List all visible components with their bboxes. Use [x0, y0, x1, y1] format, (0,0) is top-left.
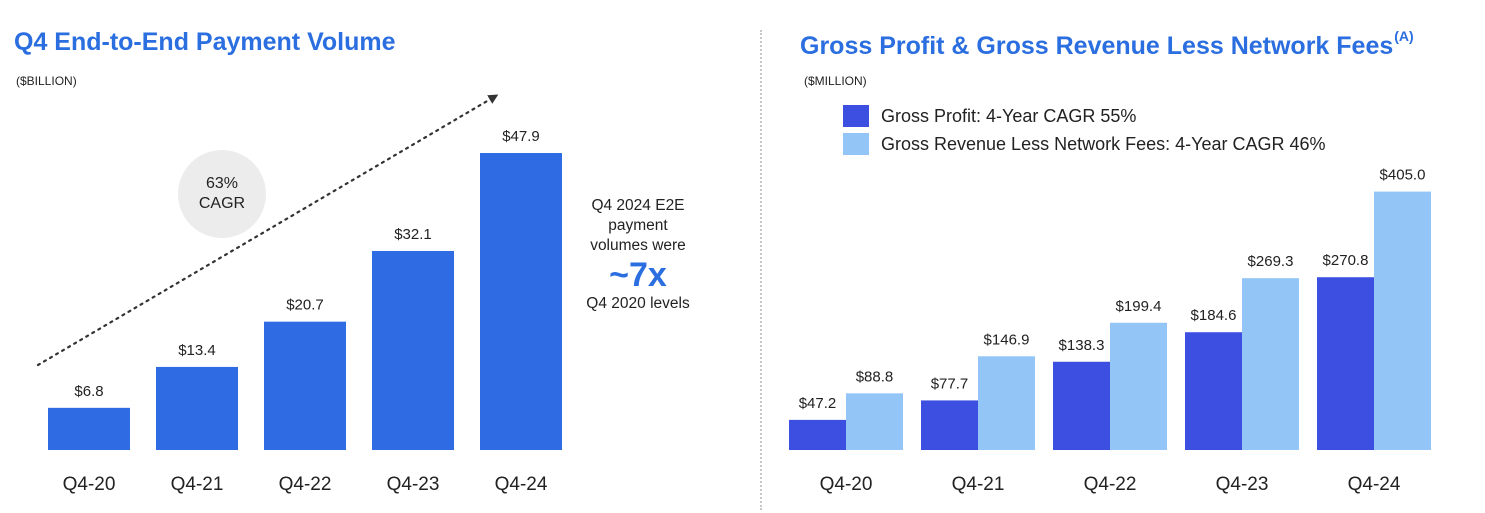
x-tick-label: Q4-24 [495, 474, 548, 495]
x-tick-label: Q4-21 [171, 474, 224, 495]
left-chart-unit: ($BILLION) [16, 74, 77, 88]
bar-q4-22 [264, 321, 346, 450]
bar-value-label: $270.8 [1323, 252, 1369, 269]
x-tick-label: Q4-22 [279, 474, 332, 495]
bar-value-label: $138.3 [1059, 337, 1105, 354]
bar-q4-23-series-1 [1185, 332, 1242, 450]
bar-value-label: $47.2 [799, 395, 837, 412]
bar-q4-22-series-1 [1053, 361, 1110, 450]
callout-line-2: payment [608, 217, 668, 234]
legend-item-gross-profit: Gross Profit: 4-Year CAGR 55% [843, 102, 1326, 130]
bar-value-label: $77.7 [931, 375, 969, 392]
x-tick-label: Q4-23 [1216, 474, 1269, 495]
bar-q4-22-series-2 [1110, 322, 1167, 450]
bar-value-label: $88.8 [856, 368, 894, 385]
x-tick-label: Q4-21 [952, 474, 1005, 495]
right-chart-bars: $47.2 $88.8 Q4-20 $77.7 $146.9 Q4-21 $138.3 $19… [789, 167, 1431, 495]
callout-line-1: Q4 2024 E2E [591, 197, 685, 214]
bar-value-label: $32.1 [394, 226, 432, 243]
callout-line-3: volumes were [590, 237, 686, 254]
cagr-badge: 63% CAGR [178, 150, 266, 238]
legend-swatch-gross-revenue [843, 133, 869, 155]
callout-line-4: Q4 2020 levels [586, 295, 690, 312]
x-tick-label: Q4-24 [1348, 474, 1401, 495]
bar-value-label: $269.3 [1248, 253, 1294, 270]
right-chart-title-text: Gross Profit & Gross Revenue Less Networ… [800, 32, 1394, 60]
bar-value-label: $146.9 [984, 331, 1030, 348]
bar-q4-21-series-2 [978, 356, 1035, 450]
title-footnote-marker: (A) [1394, 28, 1414, 44]
bar-q4-24-series-2 [1374, 191, 1431, 451]
bar-q4-20-series-1 [789, 419, 846, 450]
bar-q4-20-series-2 [846, 393, 903, 450]
bar-value-label: $47.9 [502, 128, 540, 145]
x-tick-label: Q4-22 [1084, 474, 1137, 495]
panel-divider [760, 30, 762, 510]
cagr-label: CAGR [198, 195, 246, 212]
legend-swatch-gross-profit [843, 105, 869, 127]
cagr-value: 63% [205, 175, 239, 192]
x-tick-label: Q4-20 [820, 474, 873, 495]
bar-value-label: $6.8 [74, 383, 103, 400]
legend-label-gross-profit: Gross Profit: 4-Year CAGR 55% [881, 105, 1137, 126]
volume-callout: Q4 2024 E2E payment volumes were ~7x Q4 … [578, 196, 698, 314]
bar-q4-23-series-2 [1242, 278, 1299, 450]
bar-q4-23 [372, 250, 454, 450]
right-chart-unit: ($MILLION) [804, 74, 867, 88]
bar-q4-24-series-1 [1317, 277, 1374, 450]
bar-value-label: $184.6 [1191, 307, 1237, 324]
bar-value-label: $405.0 [1380, 167, 1426, 184]
legend-item-gross-revenue: Gross Revenue Less Network Fees: 4-Year … [843, 130, 1326, 158]
x-tick-label: Q4-23 [387, 474, 440, 495]
x-tick-label: Q4-20 [63, 474, 116, 495]
bar-value-label: $20.7 [286, 297, 324, 314]
bar-q4-21-series-1 [921, 400, 978, 450]
bar-q4-21 [156, 366, 238, 450]
bar-q4-24 [480, 153, 562, 450]
callout-multiplier: ~7x [609, 256, 667, 294]
left-chart-bars: $6.8 Q4-20 $13.4 Q4-21 $20.7 Q4-22 $32.1 Q4-23 $… [48, 128, 562, 495]
legend: Gross Profit: 4-Year CAGR 55% Gross Reve… [843, 102, 1326, 158]
trend-arrow [36, 94, 499, 367]
bar-q4-20 [48, 407, 130, 450]
bar-value-label: $199.4 [1116, 298, 1162, 315]
bar-value-label: $13.4 [178, 342, 216, 359]
left-chart-title: Q4 End-to-End Payment Volume [14, 28, 396, 56]
legend-label-gross-revenue: Gross Revenue Less Network Fees: 4-Year … [881, 133, 1326, 154]
right-chart-title: Gross Profit & Gross Revenue Less Networ… [800, 28, 1414, 61]
